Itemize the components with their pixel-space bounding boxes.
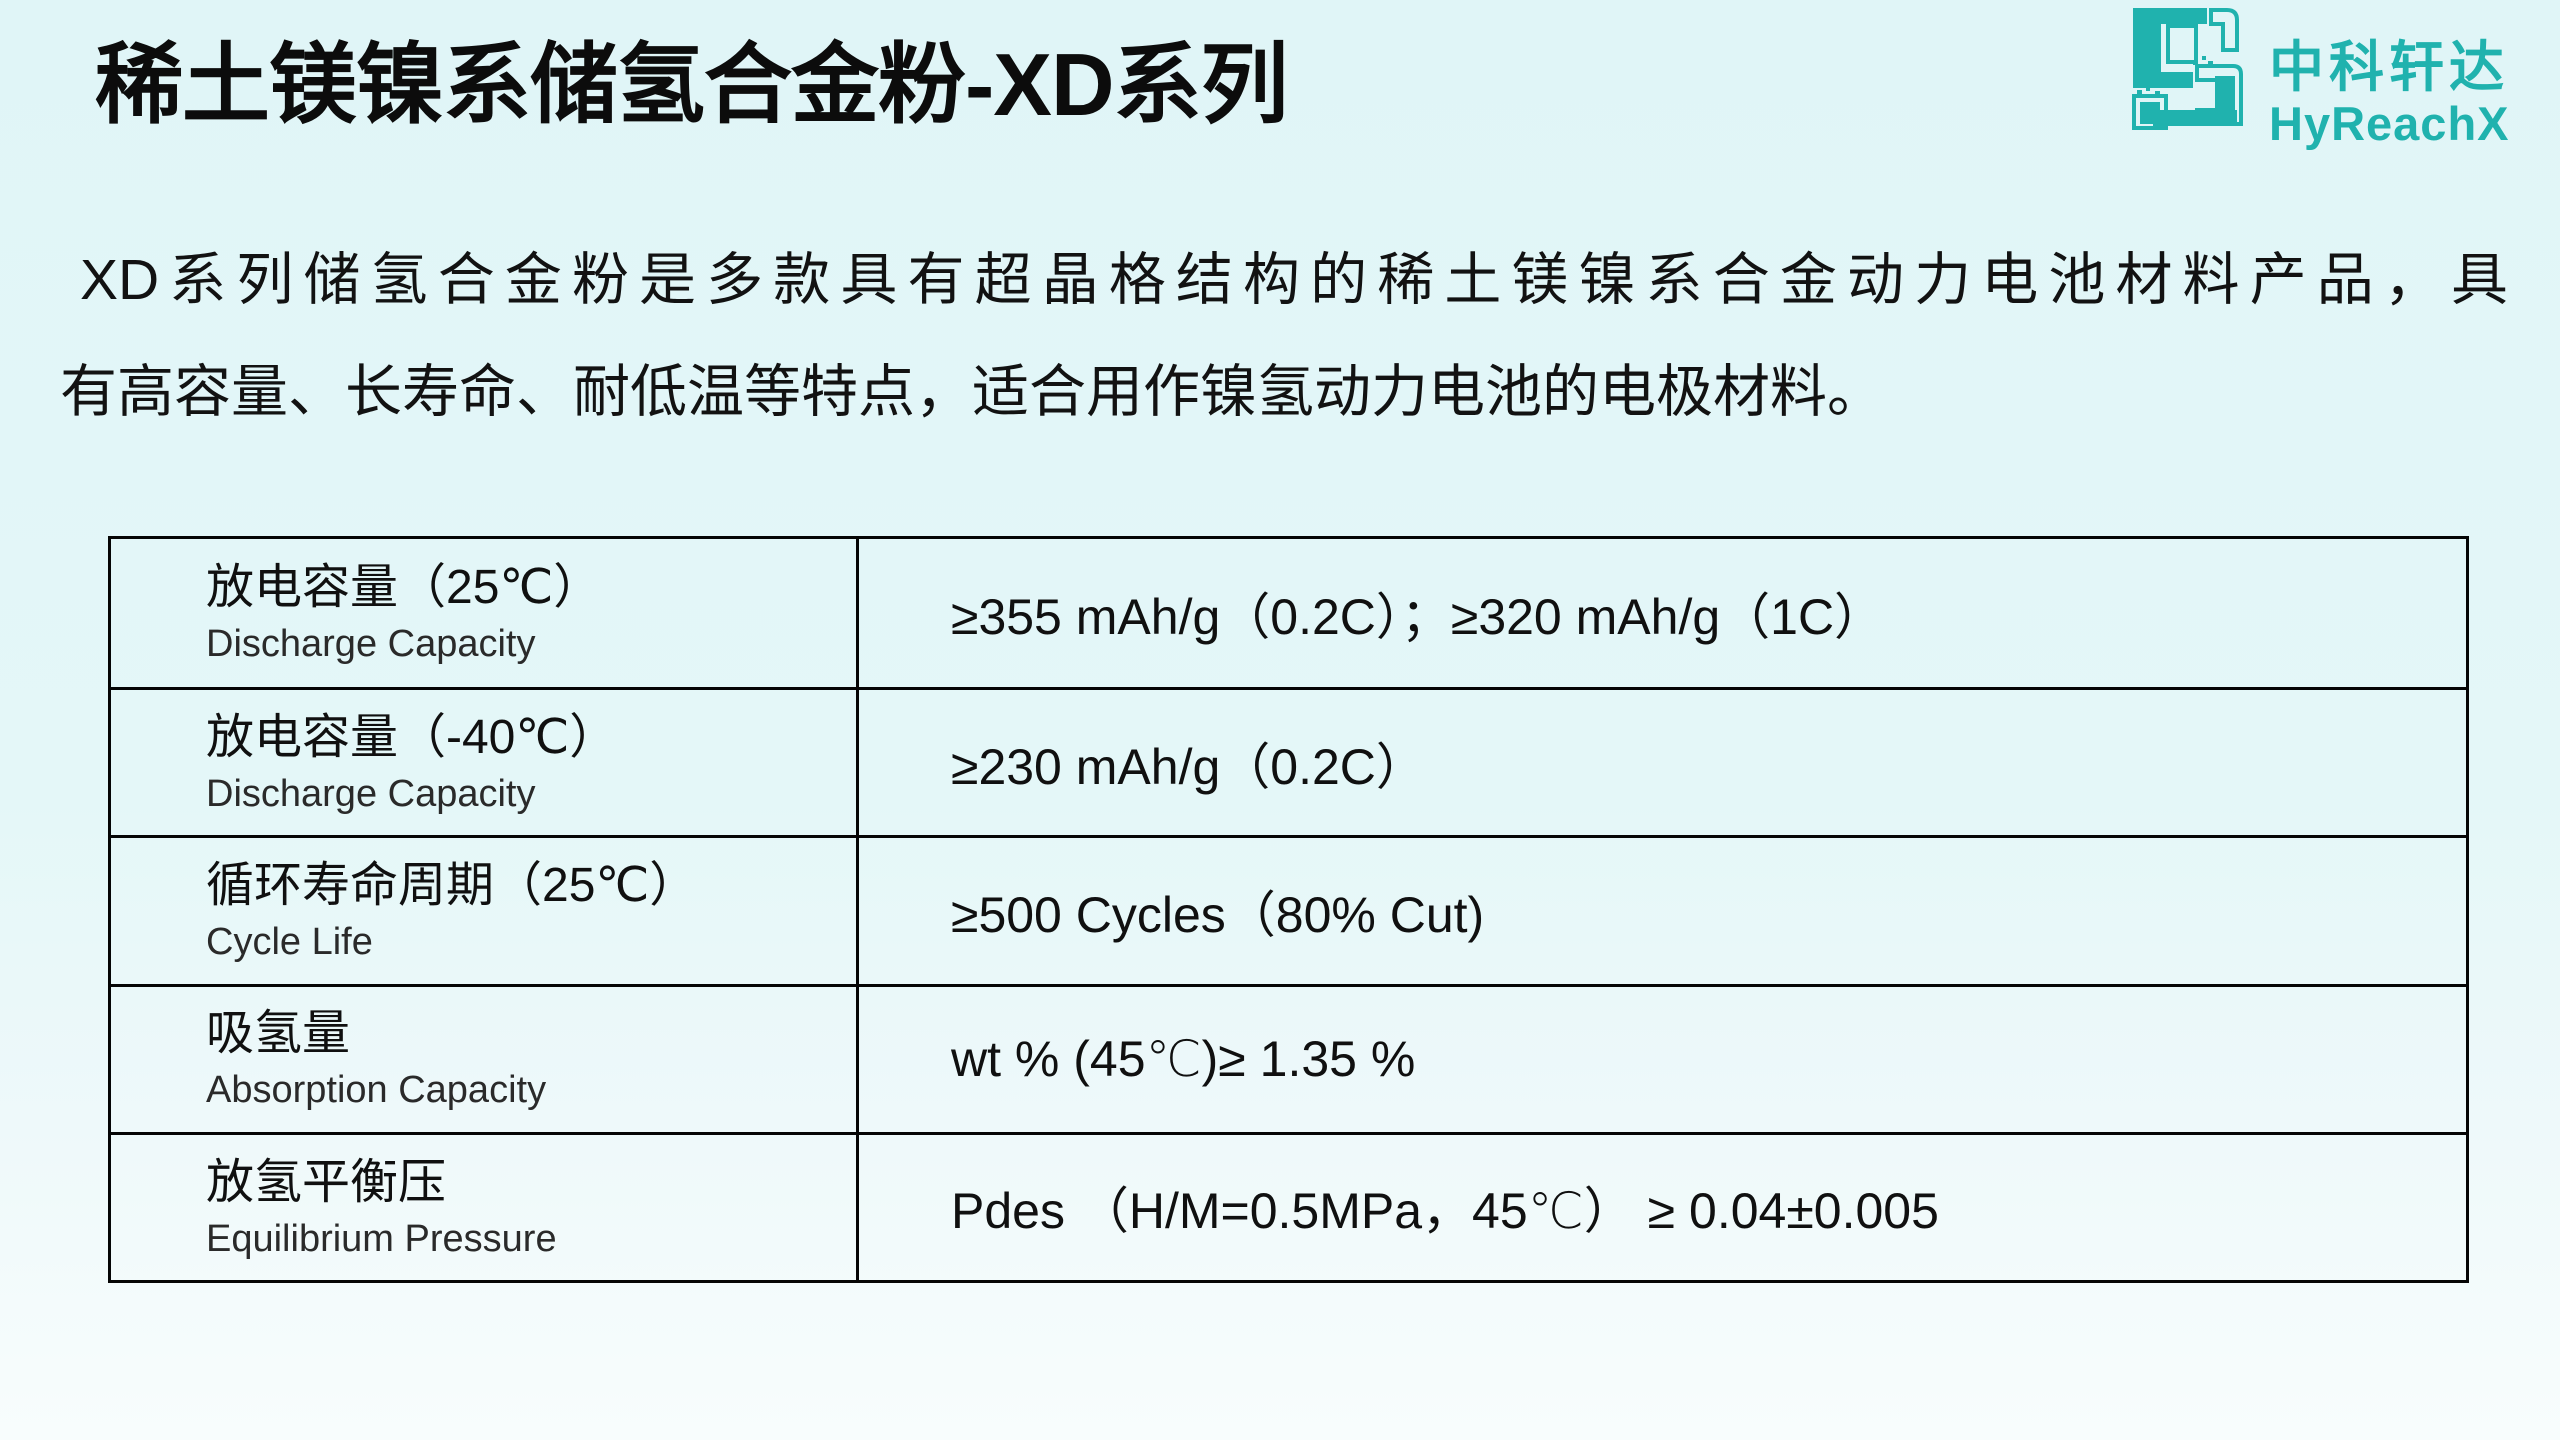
logo-brand-english: HyReachX	[2269, 97, 2510, 150]
spec-label-cn: 放氢平衡压	[206, 1155, 447, 1209]
spec-label-en: Equilibrium Pressure	[206, 1217, 557, 1260]
spec-value: ≥355 mAh/g（0.2C）；≥320 mAh/g（1C）	[856, 539, 2466, 688]
hyreachx-logo-icon	[2132, 8, 2243, 130]
spec-row-label: 放电容量（25℃） Discharge Capacity	[111, 539, 856, 687]
spec-row-label: 放电容量（-40℃） Discharge Capacity	[111, 687, 856, 835]
spec-label-cn: 放电容量（-40℃）	[206, 710, 618, 764]
spec-label-cn: 放电容量（25℃）	[206, 561, 602, 615]
intro-paragraph: XD系列储氢合金粉是多款具有超晶格结构的稀土镁镍系合金动力电池材料产品，具 有高…	[60, 224, 2508, 448]
spec-label-en: Absorption Capacity	[206, 1069, 547, 1112]
spec-label-en: Discharge Capacity	[206, 623, 536, 666]
logo-brand-chinese: 中科轩达	[2269, 36, 2510, 98]
spec-label-en: Discharge Capacity	[206, 772, 536, 815]
spec-row-label: 放氢平衡压 Equilibrium Pressure	[111, 1131, 856, 1280]
spec-value: wt % (45℃)≥ 1.35 %	[856, 983, 2466, 1132]
spec-value: ≥230 mAh/g（0.2C）	[856, 687, 2466, 836]
spec-label-cn: 吸氢量	[206, 1007, 351, 1061]
spec-row-label: 循环寿命周期（25℃） Cycle Life	[111, 835, 856, 983]
spec-row-label: 吸氢量 Absorption Capacity	[111, 983, 856, 1132]
intro-line-2: 有高容量、长寿命、耐低温等特点，适合用作镍氢动力电池的电极材料。	[60, 360, 1884, 424]
logo-wordmark: 中科轩达 HyReachX	[2269, 36, 2510, 150]
spec-label-en: Cycle Life	[206, 921, 373, 964]
intro-line-1: XD系列储氢合金粉是多款具有超晶格结构的稀土镁镍系合金动力电池材料产品，具	[80, 248, 2508, 312]
spec-table: 放电容量（25℃） Discharge Capacity ≥355 mAh/g（…	[108, 536, 2469, 1283]
spec-value: Pdes （H/M=0.5MPa，45℃） ≥ 0.04±0.005	[856, 1131, 2466, 1280]
spec-label-cn: 循环寿命周期（25℃）	[206, 859, 698, 913]
spec-value: ≥500 Cycles（80% Cut)	[856, 835, 2466, 984]
company-logo: 中科轩达 HyReachX	[2131, 6, 2510, 147]
page-title: 稀土镁镍系储氢合金粉-XD系列	[95, 35, 1289, 134]
